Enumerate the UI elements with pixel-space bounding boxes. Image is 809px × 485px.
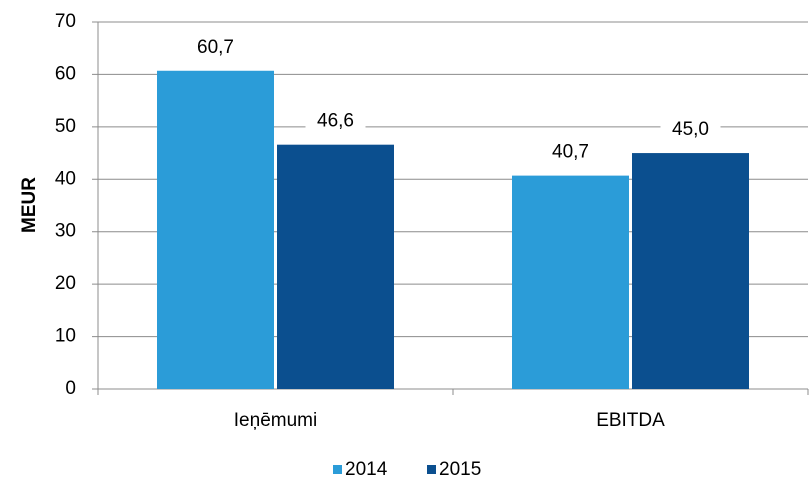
legend-swatch [333, 465, 342, 474]
data-label-bg [305, 108, 366, 135]
y-tick-label: 0 [65, 378, 76, 399]
data-label-bg [540, 139, 601, 166]
y-tick-label: 20 [55, 273, 76, 294]
data-label: 60,7 [197, 37, 234, 58]
data-label-bg [660, 117, 721, 144]
legend-label: 2015 [439, 459, 481, 480]
x-tick-label: Ieņēmumi [234, 410, 317, 431]
y-tick-label: 70 [55, 11, 76, 32]
legend-label: 2014 [345, 459, 388, 480]
legend-swatch [427, 465, 436, 474]
y-tick-label: 50 [55, 116, 76, 137]
y-tick-label: 30 [55, 221, 76, 242]
bar [157, 70, 274, 389]
bar [512, 175, 629, 389]
y-tick-label: 10 [55, 326, 76, 347]
y-tick-label: 60 [55, 63, 76, 84]
y-tick-label: 40 [55, 168, 76, 189]
data-label-bg [185, 34, 246, 61]
y-axis-label: MEUR [19, 177, 40, 233]
data-label: 45,0 [672, 119, 709, 140]
data-label: 40,7 [552, 142, 589, 163]
bar [277, 144, 394, 389]
data-label: 46,6 [317, 111, 354, 132]
bar [632, 153, 749, 389]
x-tick-label: EBITDA [596, 410, 665, 431]
